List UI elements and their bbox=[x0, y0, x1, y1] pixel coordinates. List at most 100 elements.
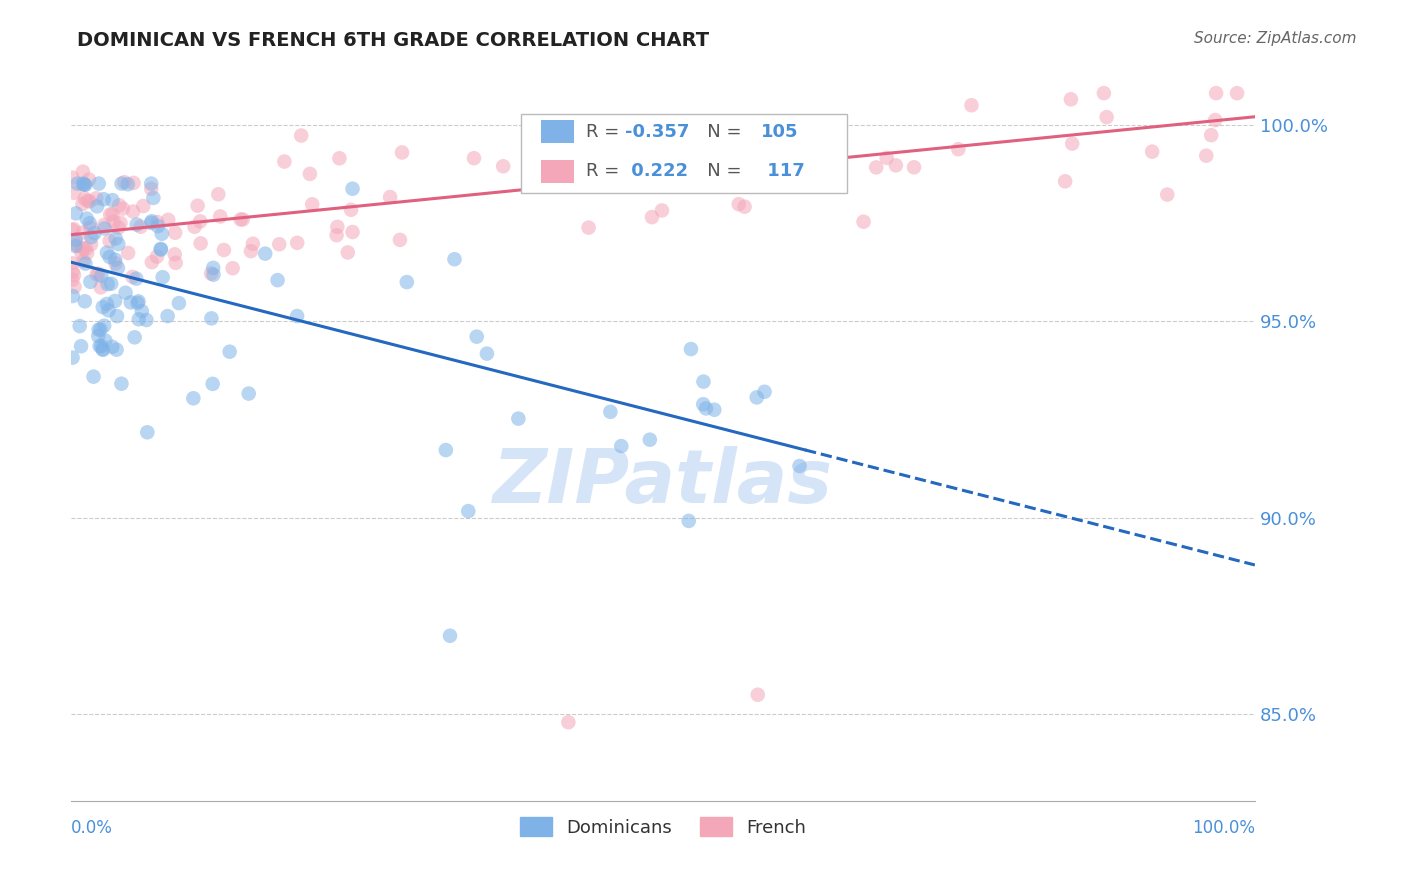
Point bbox=[232, 212, 254, 227]
Point bbox=[73, 178, 96, 192]
Point bbox=[475, 346, 498, 360]
Point bbox=[152, 270, 174, 285]
Point bbox=[62, 223, 84, 237]
Point bbox=[124, 330, 146, 344]
Point bbox=[492, 159, 515, 173]
Point bbox=[610, 439, 633, 453]
Point bbox=[80, 237, 103, 252]
Point bbox=[1226, 86, 1249, 100]
Point bbox=[679, 342, 702, 356]
FancyBboxPatch shape bbox=[522, 113, 846, 194]
Point bbox=[72, 226, 94, 240]
Point bbox=[87, 267, 110, 281]
Text: 0.0%: 0.0% bbox=[72, 819, 112, 837]
Point bbox=[638, 433, 661, 447]
Text: N =: N = bbox=[690, 123, 748, 141]
Point bbox=[110, 376, 132, 391]
Point bbox=[146, 215, 169, 229]
Point bbox=[97, 303, 120, 318]
Point bbox=[107, 220, 129, 235]
Point bbox=[202, 268, 225, 282]
Point bbox=[89, 339, 111, 353]
Point bbox=[395, 275, 418, 289]
Point bbox=[63, 268, 86, 282]
Point bbox=[960, 98, 983, 112]
Point bbox=[65, 239, 87, 253]
Point bbox=[202, 260, 225, 275]
Point bbox=[692, 375, 714, 389]
Point bbox=[72, 254, 94, 268]
Point bbox=[91, 300, 114, 314]
Point bbox=[98, 250, 121, 264]
Point bbox=[830, 115, 852, 129]
Point bbox=[62, 222, 84, 236]
Point bbox=[707, 149, 730, 163]
Point bbox=[242, 236, 264, 251]
Point bbox=[149, 242, 172, 256]
Point bbox=[651, 203, 673, 218]
Point bbox=[865, 161, 887, 175]
Point bbox=[1140, 145, 1163, 159]
Point bbox=[1062, 136, 1084, 151]
Point bbox=[117, 246, 139, 260]
Point bbox=[97, 277, 120, 291]
Point bbox=[463, 151, 485, 165]
Point bbox=[72, 197, 94, 211]
Point bbox=[98, 234, 121, 248]
Point bbox=[163, 247, 186, 261]
Point bbox=[439, 629, 461, 643]
Point bbox=[63, 186, 86, 200]
Point bbox=[73, 192, 96, 206]
Point bbox=[76, 246, 98, 260]
Point bbox=[93, 218, 115, 232]
Point bbox=[93, 221, 115, 235]
Point bbox=[876, 151, 898, 165]
Point bbox=[76, 194, 98, 208]
Point bbox=[391, 145, 413, 160]
Point bbox=[578, 220, 600, 235]
Point bbox=[378, 190, 401, 204]
Point bbox=[66, 177, 89, 191]
Point bbox=[141, 255, 163, 269]
Point bbox=[75, 257, 97, 271]
Point bbox=[290, 128, 312, 143]
Point bbox=[62, 170, 84, 185]
Point bbox=[107, 260, 129, 275]
Point bbox=[117, 178, 139, 192]
Point bbox=[325, 228, 347, 243]
Point bbox=[114, 285, 136, 300]
Point bbox=[948, 142, 970, 156]
Point bbox=[340, 202, 363, 217]
Point bbox=[103, 214, 125, 228]
Text: 105: 105 bbox=[761, 123, 799, 141]
Point bbox=[156, 309, 179, 323]
Point bbox=[84, 191, 107, 205]
Text: ZIPatlas: ZIPatlas bbox=[494, 446, 832, 519]
Point bbox=[1156, 187, 1178, 202]
Point bbox=[75, 178, 97, 192]
Point bbox=[596, 144, 619, 158]
Point bbox=[90, 339, 112, 353]
Point bbox=[747, 688, 769, 702]
Point bbox=[165, 226, 187, 240]
Point bbox=[1205, 86, 1227, 100]
Point bbox=[465, 329, 488, 343]
Point bbox=[443, 252, 465, 267]
Point bbox=[141, 182, 163, 196]
Point bbox=[254, 246, 277, 260]
Point bbox=[136, 425, 159, 440]
Point bbox=[150, 227, 173, 241]
Point bbox=[508, 411, 530, 425]
Point bbox=[108, 198, 131, 212]
Point bbox=[93, 318, 115, 333]
Point bbox=[131, 304, 153, 318]
Point bbox=[142, 191, 165, 205]
Point bbox=[72, 164, 94, 178]
Point bbox=[695, 401, 717, 416]
Point bbox=[87, 177, 110, 191]
Point bbox=[73, 294, 96, 309]
Text: 0.222: 0.222 bbox=[626, 162, 689, 180]
Point bbox=[110, 177, 132, 191]
Point bbox=[79, 216, 101, 230]
Point bbox=[734, 200, 756, 214]
